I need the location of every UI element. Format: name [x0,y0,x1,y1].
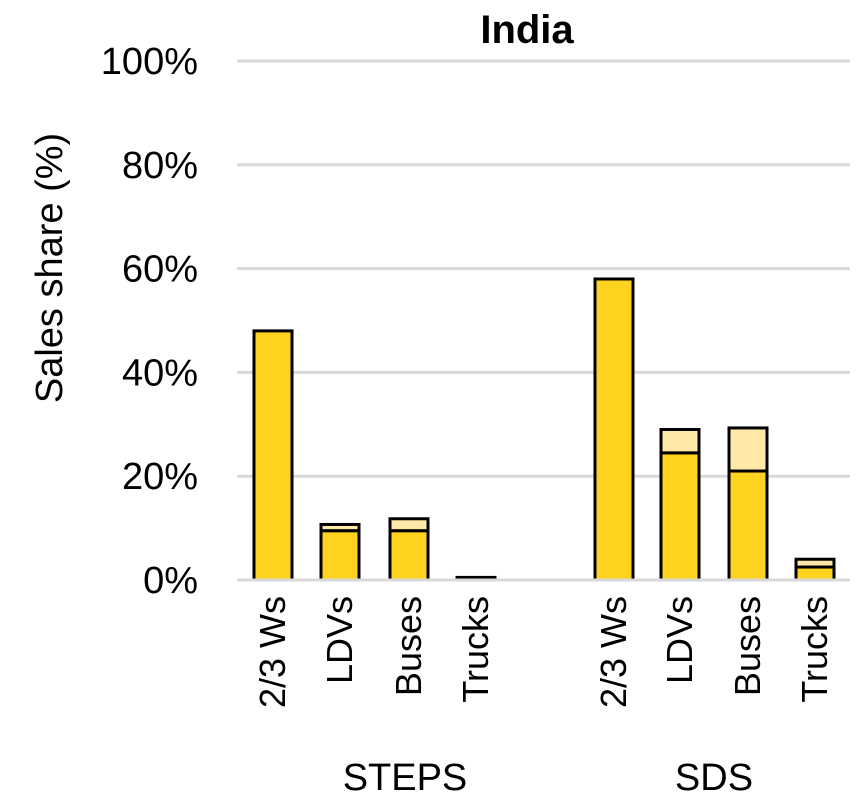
y-tick-label: 20% [122,456,198,498]
bar-segment [659,427,701,455]
gridlines [237,59,850,478]
bars [252,277,836,582]
bar-segment [319,522,361,533]
bar-segment [659,451,701,582]
y-tick-label: 0% [143,560,198,602]
y-tick-label: 60% [122,249,198,291]
bar-segment [794,557,836,569]
bar-segment [388,529,430,582]
x-tick-label: 2/3 Ws [252,596,293,708]
y-tick-label: 40% [122,352,198,394]
bar-segment [727,426,769,473]
x-tick-label: Trucks [794,596,835,703]
bar-segment [455,575,497,580]
x-tick-label: LDVs [659,596,700,684]
group-labels: STEPS SDS [343,757,753,797]
x-tick-label: Buses [388,596,429,696]
x-tick-label: Buses [727,596,768,696]
bar-segment [593,277,635,582]
bar-segment [794,565,836,582]
y-tick-label: 100% [101,41,198,83]
x-tick-label: Trucks [455,596,496,703]
y-tick-label: 80% [122,145,198,187]
bar-segment [388,517,430,533]
y-axis-ticks: 0% 20% 40% 60% 80% 100% [101,41,198,602]
group-label: SDS [675,757,753,797]
x-tick-label: 2/3 Ws [593,596,634,708]
bar-segment [727,469,769,582]
group-label: STEPS [343,757,468,797]
bar-segment [319,529,361,582]
chart-title: India [480,8,574,52]
y-axis-label: Sales share (%) [29,133,71,403]
x-tick-label: LDVs [319,596,360,684]
bar-segment [252,329,294,582]
x-axis-ticks: 2/3 Ws LDVs Buses Trucks 2/3 Ws LDVs Buses Truc… [252,596,835,708]
